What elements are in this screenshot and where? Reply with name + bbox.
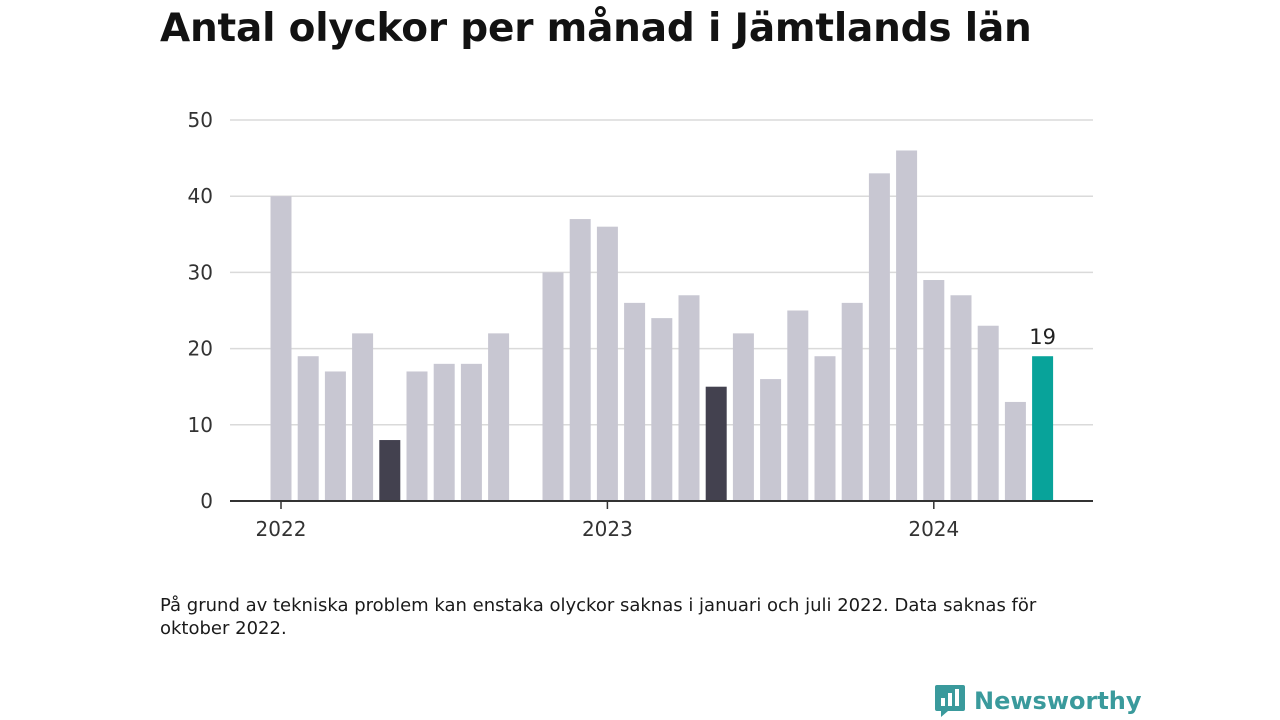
bar-2023-06	[732, 333, 754, 501]
y-tick-label: 30	[188, 260, 213, 284]
brand-name: Newsworthy	[974, 687, 1142, 715]
bar-2024-01	[923, 280, 945, 501]
newsworthy-logo-icon	[935, 685, 965, 717]
bar-2024-03	[977, 325, 999, 501]
chart-title: Antal olyckor per månad i Jämtlands län	[160, 6, 1032, 51]
bar-2024-02	[950, 295, 972, 501]
bar-2023-02	[624, 302, 646, 501]
bar-2022-11	[542, 272, 564, 501]
bar-2023-10	[841, 302, 863, 501]
bar-2024-04	[1004, 401, 1026, 501]
bar-2023-05	[705, 386, 727, 501]
bar-2023-04	[678, 295, 700, 501]
bar-2023-03	[651, 318, 673, 501]
bar-2022-03	[324, 371, 346, 501]
bar-2023-11	[868, 173, 890, 501]
y-tick-label: 20	[188, 337, 213, 361]
bar-2022-05	[379, 440, 401, 501]
bar-2022-08	[460, 363, 482, 501]
bar-2022-07	[433, 363, 455, 501]
x-tick-label: 2024	[908, 517, 959, 541]
bars	[270, 150, 1054, 502]
footnote: På grund av tekniska problem kan enstaka…	[160, 595, 1037, 639]
bar-2022-04	[352, 333, 374, 501]
bar-2022-09	[488, 333, 510, 501]
bar-2023-01	[596, 226, 618, 501]
bar-2024-05	[1032, 356, 1054, 501]
y-tick-label: 40	[188, 184, 213, 208]
y-tick-label: 10	[188, 413, 213, 437]
latest-value-label: 19	[1029, 325, 1056, 349]
bar-2023-07	[760, 379, 782, 501]
bar-2022-12	[569, 219, 591, 501]
brand[interactable]: Newsworthy	[934, 684, 1142, 718]
y-tick-label: 0	[200, 489, 213, 513]
bar-2023-08	[787, 310, 809, 501]
bar-2022-06	[406, 371, 428, 501]
x-axis-ticks: 2022 2023 2024	[256, 501, 959, 541]
y-axis-ticks: 0 10 20 30 40 50	[188, 108, 213, 513]
x-tick-label: 2022	[256, 517, 307, 541]
bar-2022-02	[297, 356, 319, 501]
bar-2023-12	[896, 150, 918, 502]
bar-2022-01	[270, 196, 292, 501]
bar-2023-09	[814, 356, 836, 501]
x-tick-label: 2023	[582, 517, 633, 541]
data-labels: 19	[1029, 325, 1056, 349]
y-tick-label: 50	[188, 108, 213, 132]
